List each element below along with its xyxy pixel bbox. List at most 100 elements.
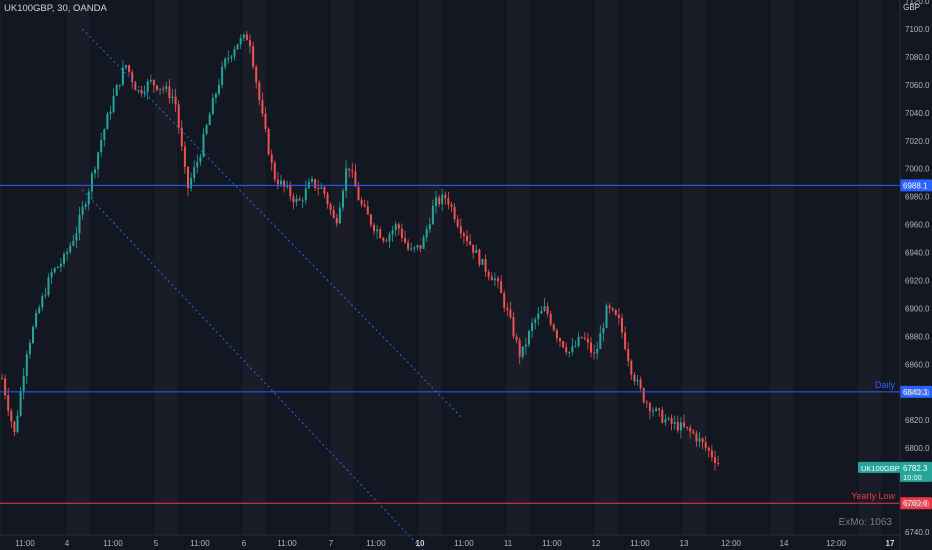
x-tick-label: 11 bbox=[504, 539, 513, 548]
candle-body bbox=[714, 457, 716, 463]
candle-body bbox=[648, 403, 651, 412]
candle-body bbox=[698, 438, 701, 442]
candle-body bbox=[276, 179, 279, 185]
currency-label: GBP bbox=[903, 3, 920, 12]
candle-body bbox=[447, 198, 450, 205]
candle-body bbox=[552, 324, 555, 331]
candle-body bbox=[252, 46, 255, 67]
candle-body bbox=[357, 186, 360, 201]
candle-body bbox=[121, 67, 124, 85]
candle-body bbox=[59, 263, 62, 267]
candle-body bbox=[66, 252, 69, 254]
level-price-tag bbox=[900, 385, 932, 398]
candle-body bbox=[326, 193, 329, 205]
candle-body bbox=[487, 271, 490, 277]
candle-body bbox=[270, 154, 273, 164]
candle-body bbox=[627, 349, 630, 361]
y-tick-label: 6880.0 bbox=[905, 332, 930, 341]
candle-body bbox=[239, 37, 242, 45]
candle-body bbox=[106, 113, 109, 130]
x-tick-label: 13 bbox=[680, 539, 689, 548]
candle-body bbox=[131, 72, 134, 83]
candle-body bbox=[1, 378, 3, 380]
candle-body bbox=[338, 207, 341, 224]
y-tick-label: 7060.0 bbox=[905, 81, 930, 90]
candle-body bbox=[506, 307, 509, 310]
candle-body bbox=[286, 185, 289, 187]
x-tick-label: 5 bbox=[154, 539, 159, 548]
candle-body bbox=[630, 360, 633, 375]
candle-body bbox=[497, 278, 499, 282]
candle-body bbox=[658, 408, 661, 411]
candle-body bbox=[568, 351, 571, 353]
candle-body bbox=[118, 84, 121, 86]
candle-body bbox=[710, 450, 713, 458]
y-tick-label: 6760.0 bbox=[905, 500, 930, 509]
y-tick-label: 6840.0 bbox=[905, 388, 930, 397]
candle-body bbox=[360, 200, 363, 205]
candle-body bbox=[174, 96, 177, 105]
candle-body bbox=[211, 97, 214, 115]
candle-body bbox=[695, 433, 698, 442]
candle-body bbox=[571, 346, 574, 352]
candle-body bbox=[590, 342, 592, 353]
candle-body bbox=[75, 233, 78, 241]
y-tick-label: 7120.0 bbox=[905, 0, 930, 6]
candle-body bbox=[280, 180, 282, 185]
y-tick-label: 6740.0 bbox=[905, 528, 930, 537]
candle-body bbox=[624, 332, 627, 350]
candle-body bbox=[190, 178, 193, 189]
candle-body bbox=[376, 229, 379, 232]
candle-body bbox=[261, 100, 264, 114]
level-price-tag bbox=[900, 179, 932, 192]
candle-body bbox=[146, 81, 149, 93]
candle-body bbox=[388, 234, 391, 242]
last-price-value: 6782.3 bbox=[903, 464, 928, 473]
candle-body bbox=[490, 276, 493, 281]
candle-body bbox=[540, 310, 543, 314]
x-tick-label: 11:00 bbox=[15, 539, 35, 548]
channel-upper-line[interactable] bbox=[81, 28, 463, 419]
candle-body bbox=[109, 111, 112, 114]
session-band bbox=[507, 0, 529, 535]
candle-body bbox=[422, 237, 425, 249]
candle-body bbox=[320, 187, 323, 189]
candle-body bbox=[670, 417, 673, 424]
candle-body bbox=[10, 411, 13, 422]
candle-body bbox=[242, 34, 245, 38]
candle-body bbox=[543, 306, 546, 311]
candle-body bbox=[701, 438, 704, 443]
candle-body bbox=[143, 92, 146, 94]
x-tick-label: 11:00 bbox=[103, 539, 123, 548]
y-tick-label: 6920.0 bbox=[905, 277, 930, 286]
candle-body bbox=[227, 58, 230, 60]
x-tick-label: 12:00 bbox=[721, 539, 742, 548]
candle-body bbox=[466, 235, 468, 242]
candle-body bbox=[652, 410, 654, 412]
candle-body bbox=[503, 293, 506, 308]
candle-body bbox=[255, 66, 258, 83]
candle-body bbox=[363, 204, 366, 207]
candle-body bbox=[295, 198, 298, 203]
symbol-title[interactable]: UK100GBP, 30, OANDA bbox=[4, 3, 107, 14]
candle-body bbox=[431, 205, 434, 225]
candle-body bbox=[509, 309, 512, 318]
last-price-countdown: 10:00 bbox=[903, 473, 922, 482]
candle-body bbox=[515, 336, 518, 341]
candle-body bbox=[493, 278, 496, 281]
candle-body bbox=[673, 422, 676, 424]
session-band bbox=[67, 0, 89, 535]
candle-body bbox=[13, 421, 16, 433]
y-tick-label: 7080.0 bbox=[905, 53, 930, 62]
candle-body bbox=[413, 247, 416, 249]
candle-body bbox=[152, 79, 155, 86]
candle-body bbox=[56, 266, 59, 269]
candle-body bbox=[537, 313, 540, 320]
candle-body bbox=[72, 240, 75, 246]
level-price-tag bbox=[900, 497, 932, 510]
level-price-tag-text: 6840.3 bbox=[903, 388, 928, 397]
candle-body bbox=[472, 244, 475, 253]
candle-body bbox=[267, 128, 270, 155]
candle-body bbox=[183, 146, 186, 167]
